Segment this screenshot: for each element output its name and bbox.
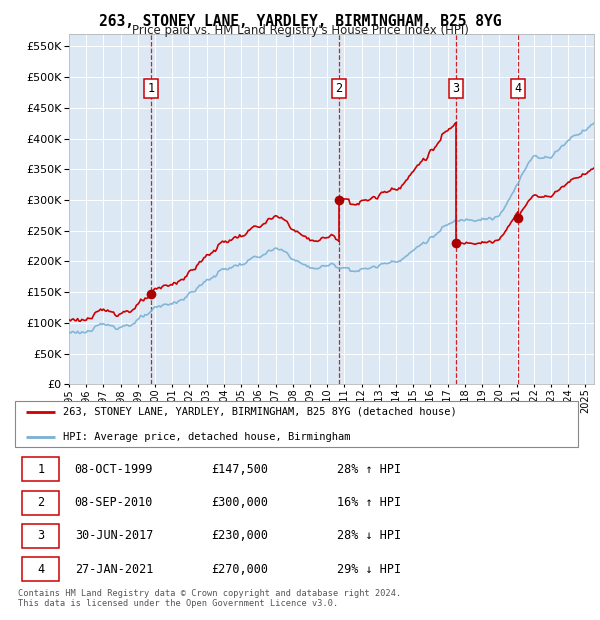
FancyBboxPatch shape [15,401,578,448]
Text: 08-OCT-1999: 08-OCT-1999 [75,463,153,476]
Text: 27-JAN-2021: 27-JAN-2021 [75,563,153,576]
Text: 1: 1 [148,82,155,95]
Text: HPI: Average price, detached house, Birmingham: HPI: Average price, detached house, Birm… [64,432,351,442]
Text: 263, STONEY LANE, YARDLEY, BIRMINGHAM, B25 8YG: 263, STONEY LANE, YARDLEY, BIRMINGHAM, B… [99,14,501,29]
Text: 3: 3 [37,529,44,542]
FancyBboxPatch shape [22,524,59,548]
Text: Contains HM Land Registry data © Crown copyright and database right 2024.
This d: Contains HM Land Registry data © Crown c… [18,589,401,608]
Text: 28% ↓ HPI: 28% ↓ HPI [337,529,401,542]
Text: £230,000: £230,000 [212,529,269,542]
Text: 4: 4 [37,563,44,576]
Text: 4: 4 [514,82,521,95]
Text: 08-SEP-2010: 08-SEP-2010 [75,496,153,509]
Text: 2: 2 [335,82,343,95]
Text: £270,000: £270,000 [212,563,269,576]
FancyBboxPatch shape [22,458,59,481]
Text: 30-JUN-2017: 30-JUN-2017 [75,529,153,542]
Text: 29% ↓ HPI: 29% ↓ HPI [337,563,401,576]
Text: £300,000: £300,000 [212,496,269,509]
Text: 2: 2 [37,496,44,509]
Text: £147,500: £147,500 [212,463,269,476]
Text: Price paid vs. HM Land Registry's House Price Index (HPI): Price paid vs. HM Land Registry's House … [131,24,469,37]
Text: 28% ↑ HPI: 28% ↑ HPI [337,463,401,476]
Text: 263, STONEY LANE, YARDLEY, BIRMINGHAM, B25 8YG (detached house): 263, STONEY LANE, YARDLEY, BIRMINGHAM, B… [64,407,457,417]
FancyBboxPatch shape [22,557,59,581]
FancyBboxPatch shape [22,490,59,515]
Text: 3: 3 [452,82,460,95]
Text: 16% ↑ HPI: 16% ↑ HPI [337,496,401,509]
Text: 1: 1 [37,463,44,476]
